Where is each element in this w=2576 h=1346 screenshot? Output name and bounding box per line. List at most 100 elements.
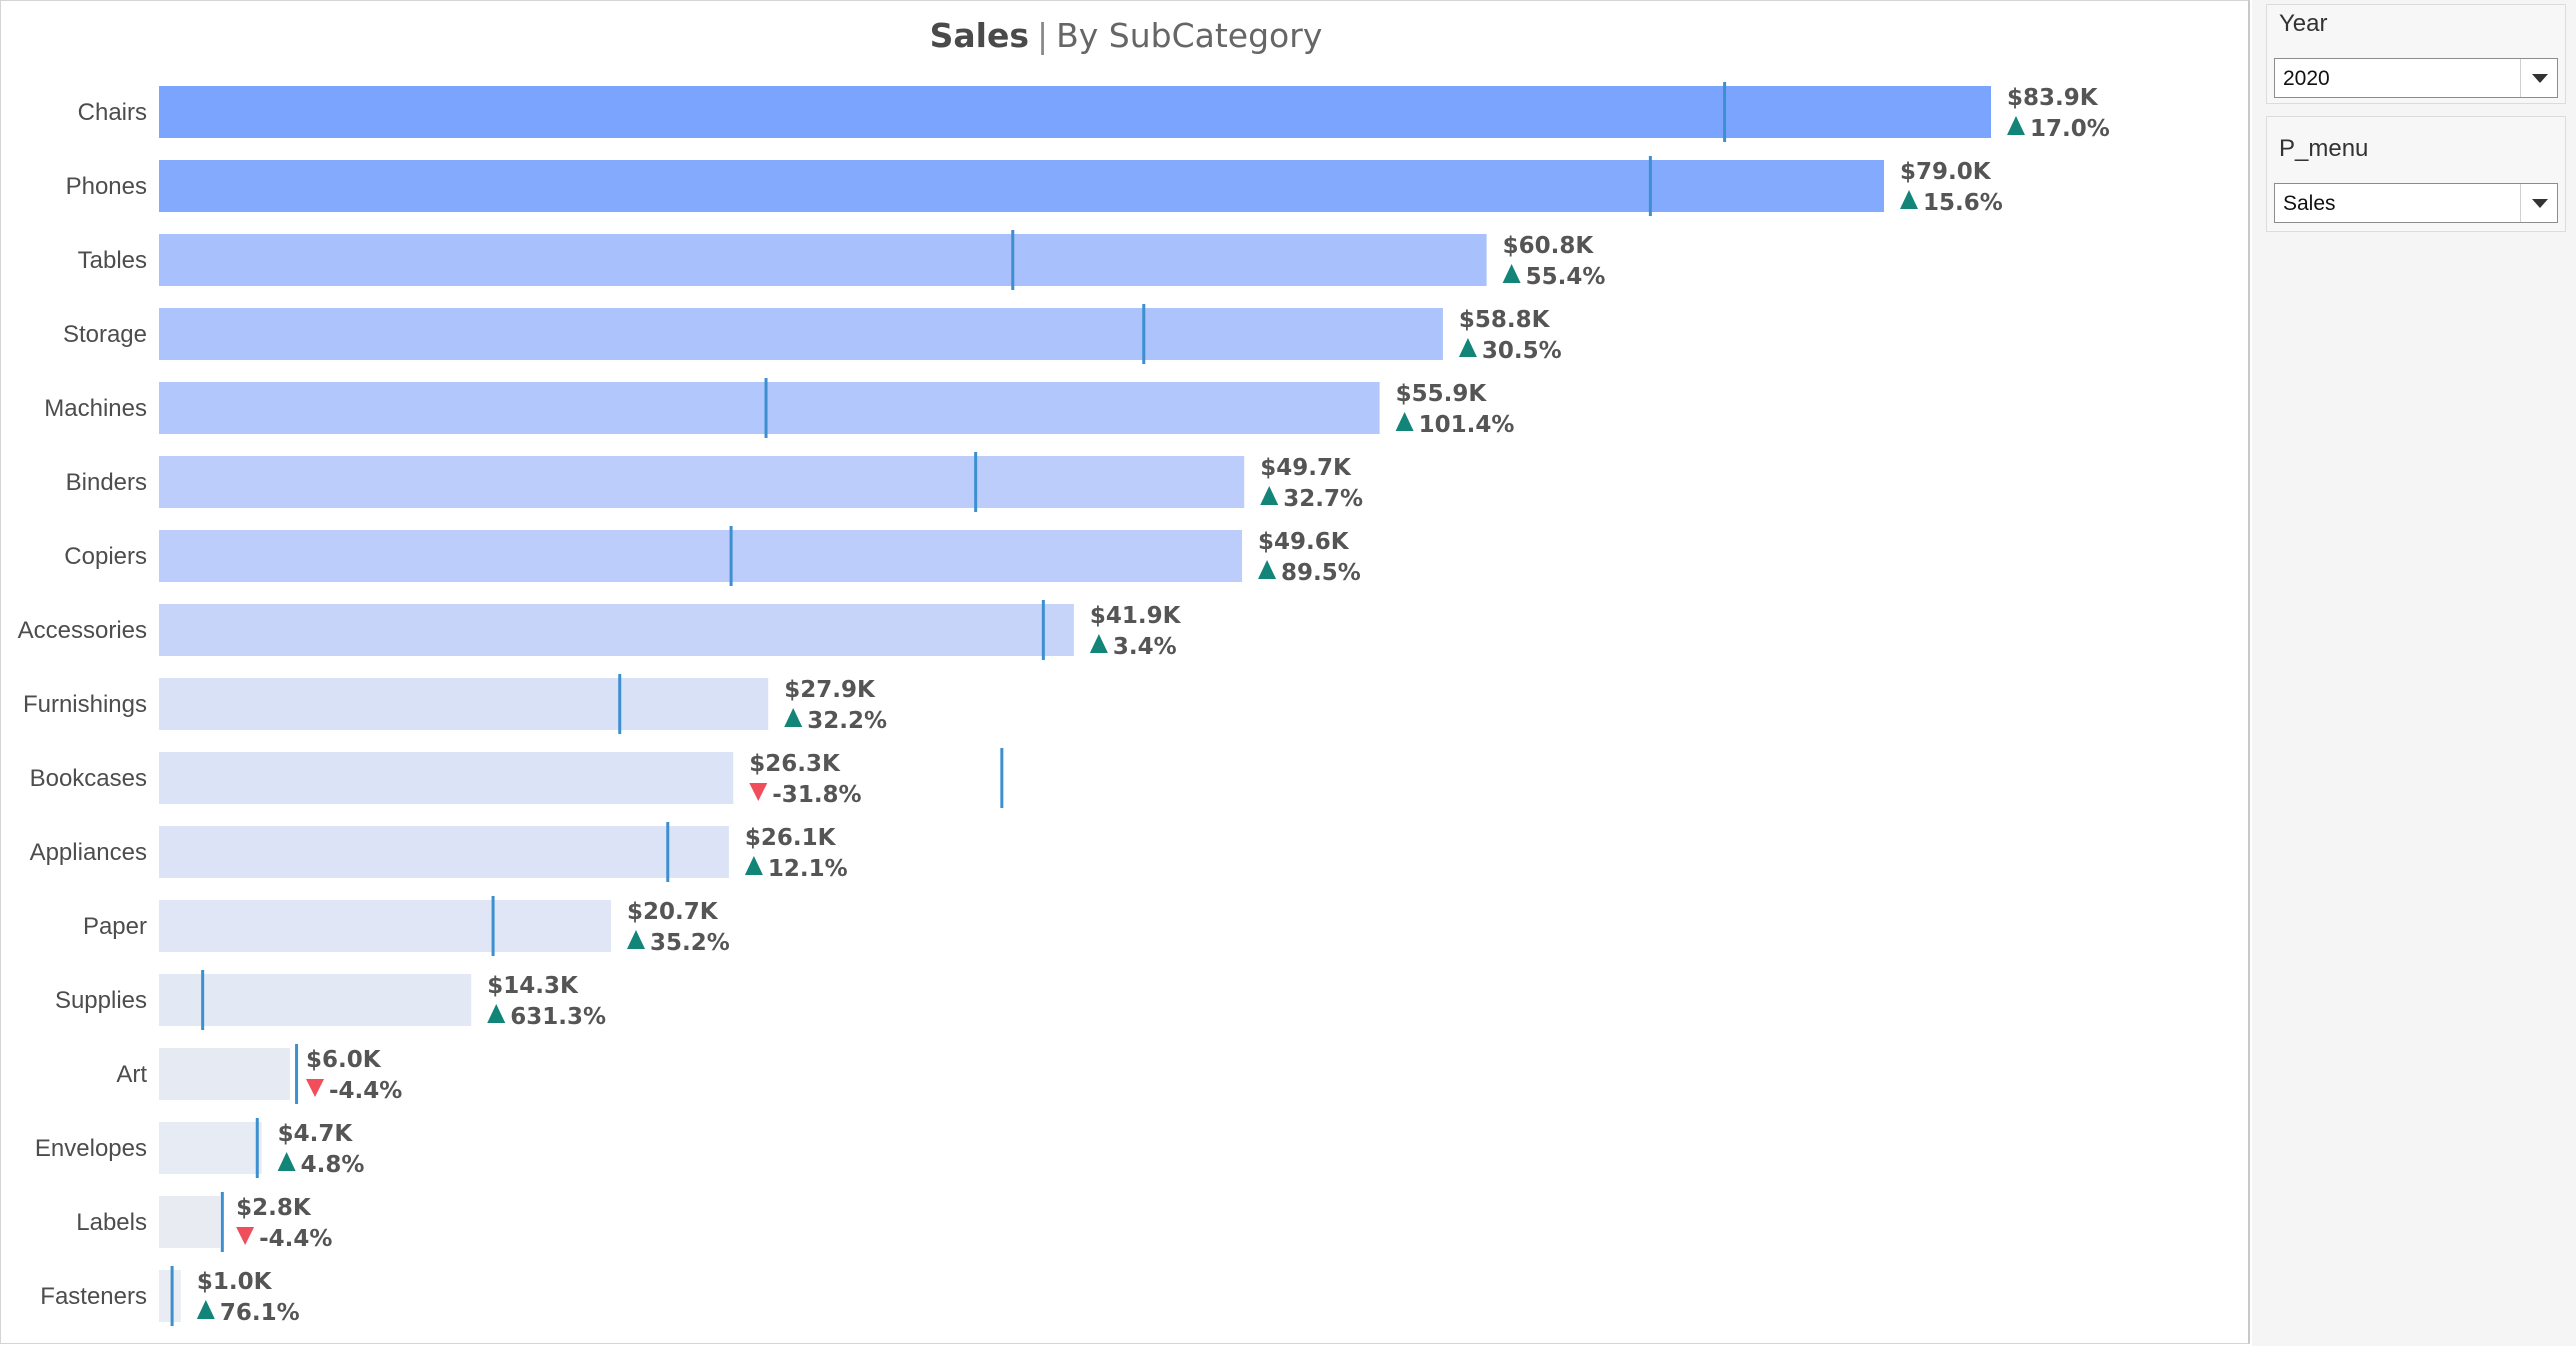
increase-arrow-icon bbox=[1258, 560, 1277, 579]
bar bbox=[159, 1270, 181, 1322]
p-menu-dropdown[interactable]: Sales bbox=[2274, 183, 2558, 223]
increase-arrow-icon bbox=[1502, 264, 1521, 283]
bar bbox=[159, 530, 1243, 582]
decrease-arrow-icon bbox=[749, 783, 768, 801]
p-menu-filter-card: P_menu Sales bbox=[2266, 116, 2566, 232]
bar bbox=[159, 974, 472, 1026]
category-label: Paper bbox=[83, 913, 147, 940]
increase-arrow-icon bbox=[196, 1300, 215, 1319]
bar bbox=[159, 1122, 262, 1174]
value-label: $49.6K bbox=[1258, 529, 1350, 555]
bar bbox=[159, 900, 611, 952]
value-label: $26.1K bbox=[745, 825, 837, 851]
category-label: Copiers bbox=[64, 543, 147, 570]
value-label: $4.7K bbox=[278, 1121, 354, 1147]
change-label: 32.7% bbox=[1283, 486, 1363, 512]
bar bbox=[159, 308, 1443, 360]
bar bbox=[159, 1196, 221, 1248]
category-label: Art bbox=[116, 1061, 147, 1088]
change-label: 631.3% bbox=[510, 1004, 606, 1030]
increase-arrow-icon bbox=[784, 708, 803, 727]
change-label: -4.4% bbox=[259, 1226, 332, 1252]
increase-arrow-icon bbox=[1900, 190, 1919, 209]
category-label: Bookcases bbox=[30, 765, 147, 792]
decrease-arrow-icon bbox=[306, 1079, 325, 1097]
change-label: 55.4% bbox=[1526, 264, 1606, 290]
category-label: Phones bbox=[66, 173, 147, 200]
bar-chart: Chairs $83.9K 17.0% Phones $79.0K 15.6% Tables… bbox=[18, 82, 2110, 1326]
value-label: $20.7K bbox=[627, 899, 719, 925]
category-label: Furnishings bbox=[23, 691, 147, 718]
value-label: $26.3K bbox=[749, 751, 841, 777]
category-label: Fasteners bbox=[40, 1283, 147, 1310]
value-label: $1.0K bbox=[197, 1269, 273, 1295]
decrease-arrow-icon bbox=[236, 1227, 255, 1245]
value-label: $2.8K bbox=[236, 1195, 312, 1221]
change-label: 76.1% bbox=[220, 1300, 300, 1326]
category-label: Labels bbox=[76, 1209, 147, 1236]
category-label: Appliances bbox=[30, 839, 147, 866]
bar bbox=[159, 752, 734, 804]
change-label: 101.4% bbox=[1419, 412, 1515, 438]
value-label: $6.0K bbox=[306, 1047, 382, 1073]
bar bbox=[159, 86, 1991, 138]
bar bbox=[159, 604, 1074, 656]
increase-arrow-icon bbox=[1089, 634, 1108, 653]
change-label: 30.5% bbox=[1482, 338, 1562, 364]
increase-arrow-icon bbox=[1395, 412, 1414, 431]
value-label: $27.9K bbox=[784, 677, 876, 703]
chart-title: Sales | By SubCategory bbox=[1, 11, 2251, 61]
p-menu-filter-label: P_menu bbox=[2279, 135, 2369, 162]
dashboard-chart-pane: Sales | By SubCategory Chairs $83.9K 17.0% Ph… bbox=[0, 0, 2250, 1344]
year-dropdown[interactable]: 2020 bbox=[2274, 58, 2558, 98]
bar bbox=[159, 826, 729, 878]
bar bbox=[159, 234, 1487, 286]
p-menu-dropdown-value: Sales bbox=[2283, 192, 2336, 215]
increase-arrow-icon bbox=[1458, 338, 1477, 357]
value-label: $58.8K bbox=[1459, 307, 1551, 333]
increase-arrow-icon bbox=[1260, 486, 1279, 505]
bar bbox=[159, 456, 1245, 508]
increase-arrow-icon bbox=[487, 1004, 506, 1023]
change-label: 32.2% bbox=[807, 708, 887, 734]
chevron-down-icon bbox=[2532, 199, 2548, 208]
increase-arrow-icon bbox=[2007, 116, 2025, 135]
value-label: $60.8K bbox=[1503, 233, 1595, 259]
bar bbox=[159, 678, 769, 730]
chevron-down-icon bbox=[2532, 74, 2548, 83]
year-filter-card: Year 2020 bbox=[2266, 4, 2566, 104]
p-menu-dropdown-toggle[interactable] bbox=[2520, 184, 2557, 222]
chart-title-main: Sales bbox=[929, 16, 1030, 55]
value-label: $83.9K bbox=[2007, 85, 2099, 111]
change-label: 17.0% bbox=[2030, 116, 2110, 142]
year-filter-label: Year bbox=[2279, 10, 2328, 37]
year-dropdown-value: 2020 bbox=[2283, 67, 2330, 90]
bar bbox=[159, 160, 1885, 212]
increase-arrow-icon bbox=[744, 856, 763, 875]
year-dropdown-toggle[interactable] bbox=[2520, 59, 2557, 97]
bar bbox=[159, 1048, 291, 1100]
category-label: Chairs bbox=[78, 99, 147, 126]
category-label: Accessories bbox=[18, 617, 147, 644]
value-label: $79.0K bbox=[1900, 159, 1992, 185]
value-label: $41.9K bbox=[1090, 603, 1182, 629]
category-label: Envelopes bbox=[35, 1135, 147, 1162]
change-label: -4.4% bbox=[329, 1078, 402, 1104]
category-label: Binders bbox=[66, 469, 147, 496]
value-label: $14.3K bbox=[487, 973, 579, 999]
category-label: Tables bbox=[78, 247, 147, 274]
chart-title-sub: By SubCategory bbox=[1056, 16, 1323, 55]
category-label: Storage bbox=[63, 321, 147, 348]
value-label: $55.9K bbox=[1396, 381, 1488, 407]
bar bbox=[159, 382, 1380, 434]
category-label: Supplies bbox=[55, 987, 147, 1014]
increase-arrow-icon bbox=[277, 1152, 296, 1171]
increase-arrow-icon bbox=[626, 930, 645, 949]
change-label: -31.8% bbox=[772, 782, 861, 808]
change-label: 3.4% bbox=[1113, 634, 1177, 660]
chart-title-separator: | bbox=[1037, 16, 1049, 55]
value-label: $49.7K bbox=[1260, 455, 1352, 481]
category-label: Machines bbox=[44, 395, 147, 422]
change-label: 4.8% bbox=[301, 1152, 365, 1178]
filter-sidebar: Year 2020 P_menu Sales bbox=[2252, 0, 2576, 1346]
